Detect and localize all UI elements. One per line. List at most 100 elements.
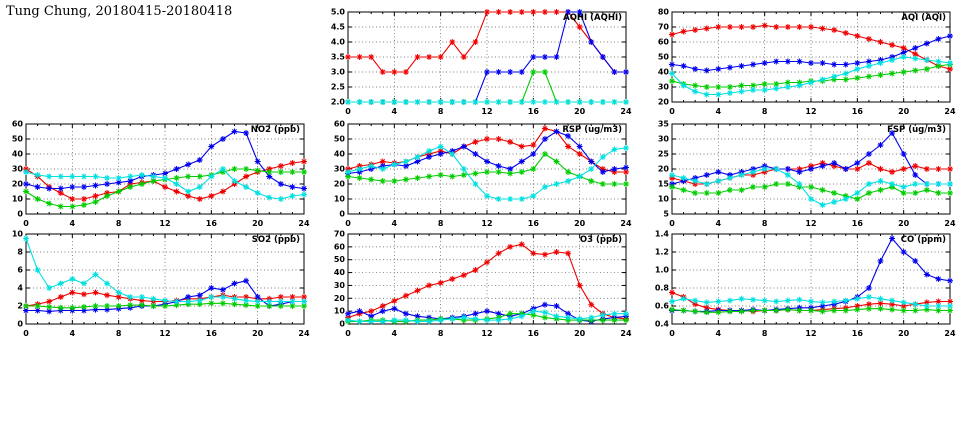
chart-title-aqhi: AQHI (AQHI): [563, 13, 622, 23]
svg-text:40: 40: [334, 268, 346, 277]
svg-text:0: 0: [345, 219, 351, 228]
svg-text:16: 16: [852, 107, 864, 116]
svg-text:24: 24: [298, 329, 310, 338]
svg-text:2.5: 2.5: [331, 83, 346, 92]
svg-text:16: 16: [528, 329, 540, 338]
svg-text:0: 0: [345, 107, 351, 116]
svg-text:0: 0: [345, 329, 351, 338]
svg-text:1.0: 1.0: [655, 266, 670, 275]
chart-title-o3: O3 (ppb): [579, 235, 622, 245]
no2-plot: 0 10 20 30 40 50 60 0 4 8 12 16 20 24: [12, 120, 310, 228]
svg-text:6: 6: [17, 266, 23, 275]
svg-text:10: 10: [12, 230, 24, 239]
svg-text:8: 8: [116, 219, 122, 228]
svg-text:25: 25: [658, 150, 670, 159]
svg-text:8: 8: [762, 219, 768, 228]
chart-title-fsp: FSP (ug/m3): [887, 125, 946, 135]
svg-text:70: 70: [658, 23, 670, 32]
chart-title-no2: NO2 (ppb): [250, 125, 300, 135]
svg-text:20: 20: [898, 107, 910, 116]
svg-text:16: 16: [528, 219, 540, 228]
svg-text:12: 12: [805, 219, 816, 228]
chart-fsp: 5 10 15 20 25 30 35 0 4 8 12 16 20 24 FSP (ug/m3): [646, 120, 956, 230]
svg-text:12: 12: [481, 219, 492, 228]
svg-text:20: 20: [12, 180, 24, 189]
svg-text:4: 4: [392, 219, 398, 228]
svg-text:0: 0: [339, 320, 345, 329]
svg-text:2: 2: [17, 302, 23, 311]
svg-text:10: 10: [658, 195, 670, 204]
svg-text:16: 16: [206, 329, 218, 338]
svg-text:0.4: 0.4: [655, 320, 670, 329]
svg-text:0.8: 0.8: [655, 284, 670, 293]
svg-text:8: 8: [762, 329, 768, 338]
svg-text:0.6: 0.6: [655, 302, 670, 311]
svg-text:0: 0: [17, 320, 23, 329]
svg-text:10: 10: [334, 195, 346, 204]
svg-text:40: 40: [658, 68, 670, 77]
chart-rsp: 0 10 20 30 40 50 60 0 4 8 12 16 20 24 RSP (ug/m3): [322, 120, 632, 230]
svg-text:12: 12: [159, 329, 170, 338]
svg-text:1.2: 1.2: [655, 248, 669, 257]
svg-text:0: 0: [23, 329, 29, 338]
svg-text:24: 24: [620, 219, 632, 228]
svg-text:20: 20: [658, 165, 670, 174]
svg-text:16: 16: [206, 219, 218, 228]
svg-text:12: 12: [481, 107, 492, 116]
svg-text:20: 20: [574, 107, 586, 116]
svg-text:50: 50: [658, 53, 670, 62]
svg-text:40: 40: [12, 150, 24, 159]
svg-text:2.0: 2.0: [331, 98, 346, 107]
svg-text:12: 12: [805, 329, 816, 338]
svg-text:4: 4: [70, 329, 76, 338]
svg-text:3.0: 3.0: [331, 68, 346, 77]
svg-text:8: 8: [438, 107, 444, 116]
chart-title-aqi: AQI (AQI): [901, 13, 946, 23]
svg-text:24: 24: [620, 329, 632, 338]
svg-text:35: 35: [658, 120, 670, 129]
svg-text:40: 40: [334, 150, 346, 159]
chart-aqhi: 2.0 2.5 3.0 3.5 4.0 4.5 5.0 0 4 8 12 16 20 24 AQHI (A…: [322, 8, 632, 118]
svg-text:10: 10: [334, 307, 346, 316]
svg-text:5: 5: [663, 210, 669, 219]
svg-text:50: 50: [12, 135, 24, 144]
aqi-plot: 20 30 40 50 60 70 80 0 4 8 12 16 20 24: [658, 8, 956, 116]
svg-text:8: 8: [438, 219, 444, 228]
svg-text:12: 12: [159, 219, 170, 228]
svg-text:1.4: 1.4: [655, 230, 670, 239]
svg-text:20: 20: [898, 219, 910, 228]
svg-text:3.5: 3.5: [331, 53, 346, 62]
svg-text:4: 4: [392, 107, 398, 116]
chart-so2: 0 2 4 6 8 10 0 4 8 12 16 20 24 SO2 (ppb): [0, 230, 310, 340]
o3-plot: 0 10 20 30 40 50 60 70 0 4 8 12 16 20 24: [334, 230, 632, 338]
svg-text:30: 30: [334, 165, 346, 174]
svg-text:15: 15: [658, 180, 670, 189]
svg-text:12: 12: [805, 107, 816, 116]
svg-text:12: 12: [481, 329, 492, 338]
aqhi-plot: 2.0 2.5 3.0 3.5 4.0 4.5 5.0 0 4 8 12 16 20 24: [331, 8, 632, 116]
svg-text:4: 4: [716, 107, 722, 116]
svg-text:20: 20: [574, 329, 586, 338]
svg-text:60: 60: [12, 120, 24, 129]
svg-text:4: 4: [716, 329, 722, 338]
svg-text:5.0: 5.0: [331, 8, 346, 17]
svg-text:8: 8: [762, 107, 768, 116]
svg-text:4: 4: [716, 219, 722, 228]
svg-text:20: 20: [574, 219, 586, 228]
chart-title-co: CO (ppm): [900, 235, 946, 245]
chart-aqi: 20 30 40 50 60 70 80 0 4 8 12 16 20 24 AQI (AQI): [646, 8, 956, 118]
svg-text:20: 20: [334, 294, 346, 303]
svg-text:30: 30: [658, 83, 670, 92]
svg-text:4.5: 4.5: [331, 23, 346, 32]
chart-title-rsp: RSP (ug/m3): [562, 125, 622, 135]
rsp-plot: 0 10 20 30 40 50 60 0 4 8 12 16 20 24: [334, 120, 632, 228]
svg-text:30: 30: [658, 135, 670, 144]
svg-text:24: 24: [620, 107, 632, 116]
fsp-plot: 5 10 15 20 25 30 35 0 4 8 12 16 20 24: [658, 120, 956, 228]
page-title: Tung Chung, 20180415-20180418: [6, 4, 233, 19]
svg-text:20: 20: [898, 329, 910, 338]
svg-text:30: 30: [334, 281, 346, 290]
svg-text:4: 4: [392, 329, 398, 338]
